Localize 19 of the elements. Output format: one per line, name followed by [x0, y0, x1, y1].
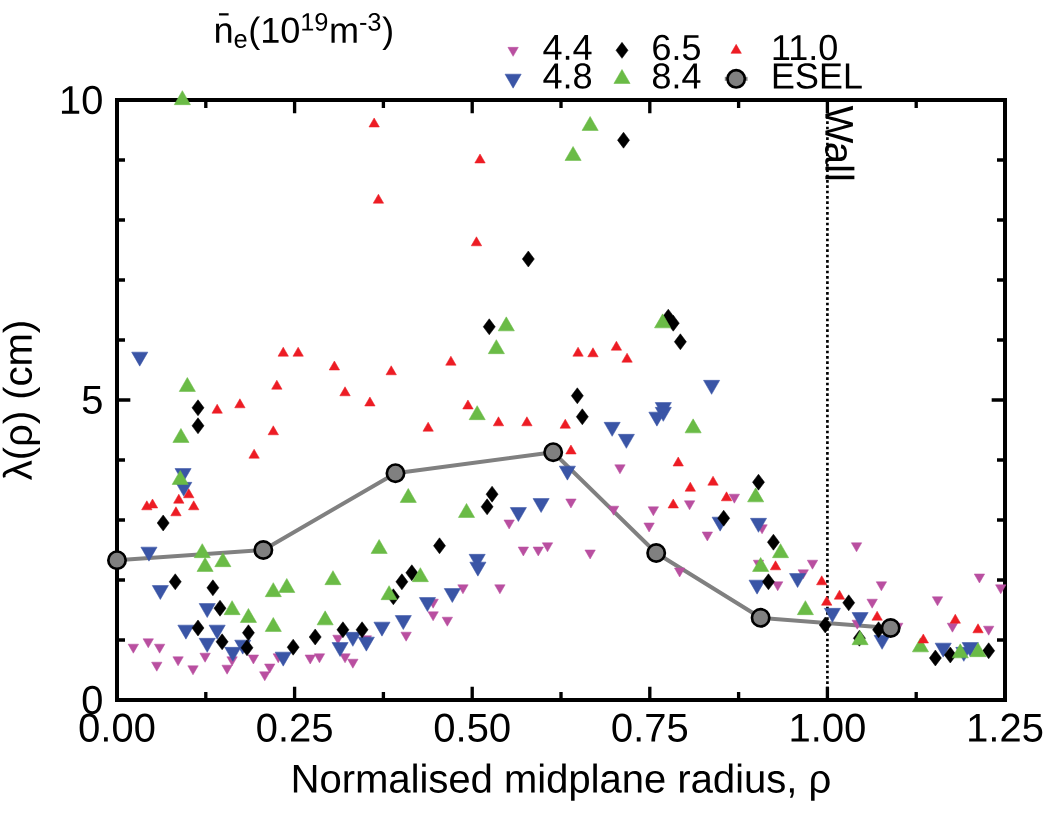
- y-tick-label: 10: [61, 85, 102, 115]
- y-axis-title: λ(ρ) (cm): [2, 322, 40, 480]
- x-tick-label: 0.75: [612, 713, 688, 742]
- x-tick-label: 0.00: [79, 713, 155, 742]
- x-axis-title: Normalised midplane radius, ρ: [293, 763, 830, 801]
- legend-label: 6.5: [653, 34, 700, 61]
- y-tick-label: 5: [82, 386, 102, 414]
- legend-label: 8.4: [652, 63, 701, 89]
- legend-title: n̄$_{e}$(10$^{19}$m$^{-3}$): [215, 13, 392, 51]
- ref-line-label: Wall: [825, 105, 855, 180]
- y-tick-label: 0: [82, 685, 102, 715]
- x-tick-label: 0.50: [434, 713, 510, 742]
- legend-label: 4.8: [543, 63, 592, 89]
- legend-label: 11.0: [773, 34, 837, 61]
- legend-label: 4.4: [543, 34, 592, 60]
- x-tick-label: 0.25: [257, 713, 332, 742]
- x-tick-label: 1.00: [791, 713, 865, 742]
- x-tick-label: 1.25: [969, 713, 1043, 742]
- legend-label: ESEL: [773, 63, 862, 89]
